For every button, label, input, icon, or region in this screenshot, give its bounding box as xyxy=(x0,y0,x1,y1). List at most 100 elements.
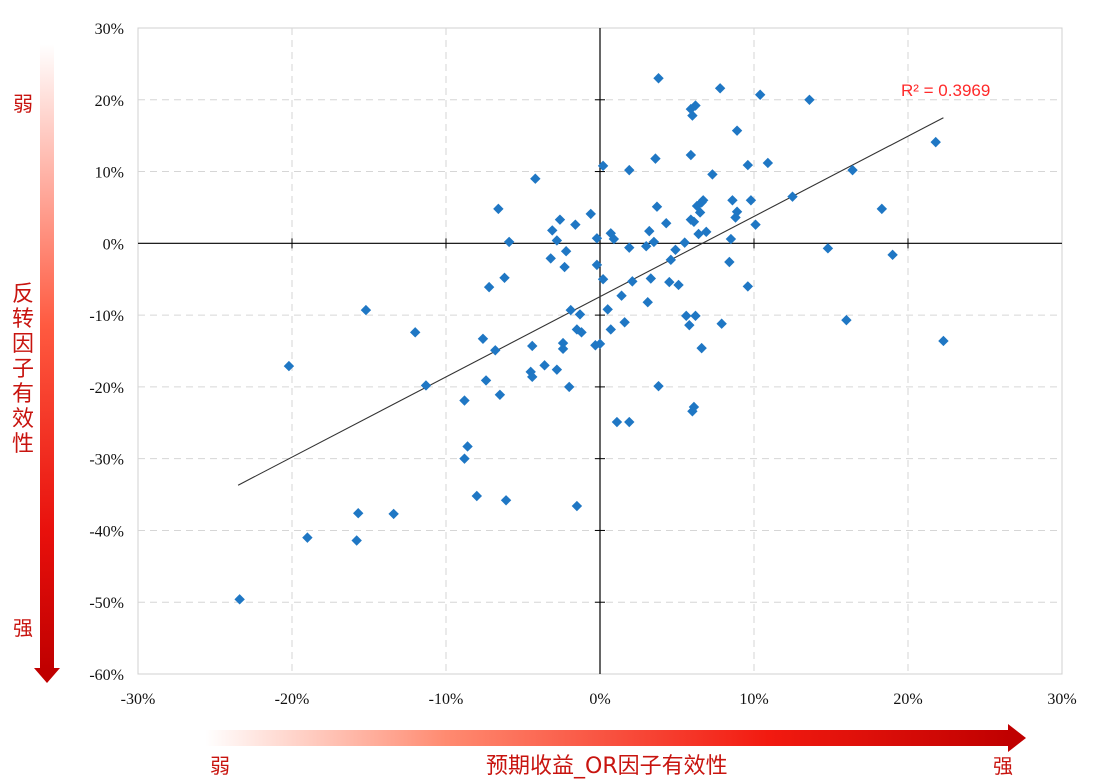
x-tick-label: -30% xyxy=(121,691,156,708)
data-point xyxy=(597,274,609,285)
data-point xyxy=(847,164,858,176)
data-point xyxy=(616,290,627,301)
data-point xyxy=(725,233,737,245)
y-tick-label: -10% xyxy=(89,308,124,325)
x-axis-weak-label: 弱 xyxy=(210,754,230,778)
data-point xyxy=(591,233,603,244)
data-point xyxy=(681,310,692,322)
data-point xyxy=(283,360,295,372)
data-point xyxy=(727,195,738,206)
y-axis-title: 反转因子有效性 xyxy=(11,282,34,457)
data-point xyxy=(841,314,852,326)
data-point xyxy=(459,395,470,406)
data-point xyxy=(627,276,638,287)
y-axis-strength-arrow xyxy=(40,44,54,670)
data-point xyxy=(410,327,421,338)
data-point xyxy=(560,246,572,257)
data-point xyxy=(688,216,700,227)
data-point xyxy=(685,149,697,161)
data-point xyxy=(664,276,675,288)
data-point xyxy=(653,380,664,392)
data-point xyxy=(624,164,635,176)
data-point xyxy=(608,233,620,245)
data-point xyxy=(597,160,609,172)
x-axis-arrow-head xyxy=(1008,724,1026,752)
tick-labels: -30% -20% -10% 0% 10% 20% 30% 30% 20% 10% 0% -10% -2… xyxy=(89,21,1076,708)
data-point xyxy=(714,83,726,94)
data-point xyxy=(665,254,677,266)
data-point xyxy=(661,218,672,229)
data-point xyxy=(594,338,606,350)
data-point xyxy=(641,241,652,252)
data-point xyxy=(571,500,583,512)
data-point xyxy=(559,261,570,273)
data-point xyxy=(574,309,586,320)
data-point xyxy=(602,304,613,315)
data-point xyxy=(585,208,596,220)
data-point xyxy=(642,296,653,308)
data-point xyxy=(557,337,569,349)
data-point xyxy=(624,242,635,253)
data-point xyxy=(462,441,473,452)
y-tick-label: 10% xyxy=(95,165,124,182)
data-point xyxy=(876,203,888,215)
data-point xyxy=(547,225,558,236)
data-point xyxy=(554,214,566,225)
data-point xyxy=(480,375,492,386)
y-tick-label: -30% xyxy=(89,452,124,469)
data-point xyxy=(493,203,504,215)
data-point xyxy=(742,159,754,171)
data-point xyxy=(565,304,576,316)
data-point xyxy=(644,225,655,237)
data-point xyxy=(673,279,684,291)
y-axis-weak-label: 弱 xyxy=(13,92,33,116)
data-point xyxy=(804,94,815,105)
trendline-group xyxy=(237,117,944,486)
x-tick-label: 30% xyxy=(1047,691,1076,708)
x-axis-title: 预期收益_OR因子有效性 xyxy=(486,754,728,779)
data-point xyxy=(611,416,623,428)
data-point xyxy=(645,273,657,284)
data-point xyxy=(494,389,506,400)
data-point xyxy=(688,401,700,413)
data-point xyxy=(527,371,538,383)
r-squared-label: R² = 0.3969 xyxy=(901,81,990,100)
data-point xyxy=(591,259,603,271)
data-point xyxy=(742,281,754,292)
data-point xyxy=(500,495,512,506)
data-point xyxy=(754,89,766,100)
data-point xyxy=(822,243,834,254)
data-point xyxy=(687,110,698,121)
x-axis-strength-arrow xyxy=(205,730,1010,746)
data-point xyxy=(731,206,743,217)
data-point xyxy=(731,125,743,136)
data-point xyxy=(624,416,635,428)
y-tick-label: -50% xyxy=(89,595,124,612)
data-point xyxy=(360,304,372,316)
data-point xyxy=(459,453,470,464)
data-point xyxy=(648,236,660,248)
data-point xyxy=(679,237,690,248)
data-point xyxy=(619,317,630,328)
data-point xyxy=(388,508,399,520)
y-axis-arrow-head xyxy=(34,668,60,683)
data-point xyxy=(302,532,313,543)
data-point xyxy=(938,335,949,347)
data-point xyxy=(684,319,695,331)
data-point xyxy=(353,508,364,519)
data-point xyxy=(551,364,563,375)
y-tick-label: -60% xyxy=(89,667,124,684)
y-tick-label: 20% xyxy=(95,93,124,110)
data-point xyxy=(527,340,538,352)
data-point xyxy=(670,244,681,255)
x-tick-label: -10% xyxy=(429,691,464,708)
data-point xyxy=(690,100,701,111)
data-point xyxy=(420,380,432,391)
data-point xyxy=(701,226,712,238)
x-tick-label: 20% xyxy=(893,691,922,708)
data-point xyxy=(483,281,495,293)
data-point xyxy=(724,256,735,268)
data-point xyxy=(570,219,581,230)
data-point xyxy=(787,191,798,202)
